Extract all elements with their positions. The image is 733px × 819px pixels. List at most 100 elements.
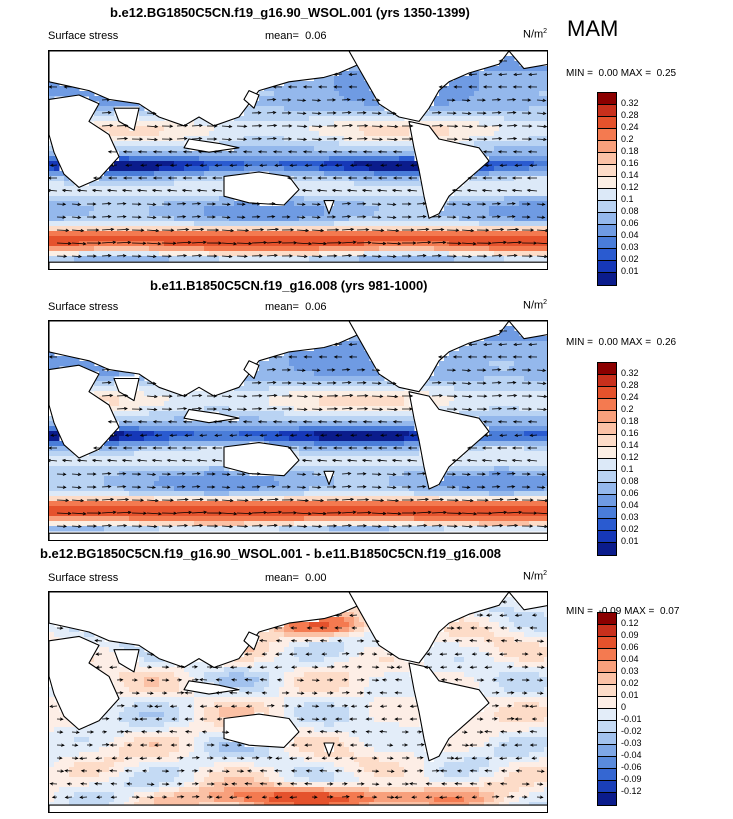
colorbar-tick-label: -0.04 [621,750,642,760]
colorbar-tick-label: 0.02 [621,254,639,264]
colorbar-tick-label: 0 [621,702,627,712]
colorbar-swatch [598,141,616,153]
colorbar-tick-label: 0.03 [621,242,639,252]
colorbar-swatch [598,213,616,225]
continent-outline [113,649,140,673]
wind-stress-vectors [49,600,545,799]
colorbar-tick-label: 0.28 [621,380,639,390]
colorbar-swatch [598,793,616,805]
panel-2-mean-value: 0.06 [305,301,327,313]
panel-1-mean-label: mean= [265,30,299,42]
colorbar-swatch [598,709,616,721]
colorbar-swatch [598,399,616,411]
colorbar-tick-label: 0.14 [621,170,639,180]
colorbar-tick-label: 0.06 [621,642,639,652]
panel-3-colorbar [597,612,617,806]
colorbar-tick-label: 0.08 [621,476,639,486]
panel-1-max-value: 0.25 [656,68,677,79]
colorbar-swatch [598,105,616,117]
continent-outline [323,742,335,757]
colorbar-swatch [598,129,616,141]
colorbar-swatch [598,519,616,531]
panel-3-title: b.e12.BG1850C5CN.f19_g16.90_WSOL.001 - b… [40,546,502,561]
continent-outline [408,662,490,762]
continent-outline [508,321,547,340]
continent-outline [508,592,547,611]
colorbar-tick-label: -0.09 [621,774,642,784]
continent-outline [183,680,240,695]
panel-1-colorbar [597,92,617,286]
colorbar-tick-label: 0.01 [621,266,639,276]
colorbar-swatch [598,745,616,757]
continent-outline [323,470,335,486]
colorbar-swatch [598,225,616,237]
panel-2-variable-label: Surface stress [48,301,119,313]
colorbar-tick-label: 0.01 [621,690,639,700]
continent-outline [223,442,300,477]
continent-outline [243,631,260,651]
colorbar-tick-label: -0.06 [621,762,642,772]
panel-2-colorbar [597,362,617,556]
panel-3-map [48,591,548,813]
colorbar-swatch [598,507,616,519]
colorbar-swatch [598,447,616,459]
continent-outline [183,408,240,424]
panel-1-mean: mean= 0.06 [265,30,327,42]
colorbar-tick-label: 0.1 [621,194,634,204]
continent-outline [183,138,240,153]
panel-2-units: N/m2 [523,299,548,312]
panel-3-mean-value: 0.00 [305,572,327,584]
colorbar-tick-label: 0.12 [621,452,639,462]
colorbar-tick-label: 0.28 [621,110,639,120]
colorbar-tick-label: 0.01 [621,536,639,546]
panel-2-minmax: MIN = 0.00 MAX = 0.26 [566,337,677,348]
panel-2-map [48,320,548,541]
colorbar-tick-label: 0.18 [621,416,639,426]
colorbar-tick-label: 0.03 [621,512,639,522]
colorbar-swatch [598,117,616,129]
colorbar-swatch [598,769,616,781]
colorbar-tick-label: 0.04 [621,230,639,240]
colorbar-swatch [598,249,616,261]
continent-outline [49,635,120,731]
colorbar-swatch [598,237,616,249]
continent-outline [348,51,510,122]
map-canvas [49,51,547,269]
colorbar-tick-label: -0.12 [621,786,642,796]
colorbar-tick-label: 0.18 [621,146,639,156]
colorbar-swatch [598,649,616,661]
continent-outline [113,377,140,402]
continent-outline [49,261,547,269]
panel-1-units: N/m2 [523,28,548,41]
continent-outline [348,321,510,393]
panel-2-max-value: 0.26 [656,337,677,348]
map-canvas [49,592,547,812]
panel-3-variable-label: Surface stress [48,572,119,584]
continent-outline [223,171,300,206]
colorbar-swatch [598,673,616,685]
panel-2-mean: mean= 0.06 [265,301,327,313]
colorbar-swatch [598,273,616,285]
colorbar-tick-label: 0.04 [621,500,639,510]
colorbar-swatch [598,495,616,507]
colorbar-tick-label: 0.04 [621,654,639,664]
colorbar-swatch [598,733,616,745]
colorbar-swatch [598,543,616,555]
colorbar-tick-label: -0.02 [621,726,642,736]
panel-3-min-value: -0.09 [598,606,622,617]
colorbar-swatch [598,757,616,769]
colorbar-swatch [598,153,616,165]
continent-outline [113,107,140,131]
panel-1-mean-value: 0.06 [305,30,327,42]
panel-1-title: b.e12.BG1850C5CN.f19_g16.90_WSOL.001 (yr… [110,5,470,20]
colorbar-tick-label: -0.01 [621,714,642,724]
panel-2-min-value: 0.00 [598,337,618,348]
colorbar-swatch [598,93,616,105]
panel-2-mean-label: mean= [265,301,299,313]
colorbar-tick-label: 0.1 [621,464,634,474]
colorbar-swatch [598,721,616,733]
colorbar-swatch [598,685,616,697]
colorbar-tick-label: 0.2 [621,134,634,144]
colorbar-swatch [598,781,616,793]
colorbar-tick-label: 0.32 [621,98,639,108]
